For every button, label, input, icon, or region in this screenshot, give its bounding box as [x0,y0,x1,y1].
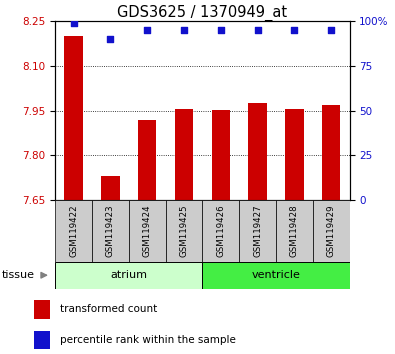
Text: GSM119428: GSM119428 [290,205,299,257]
Bar [138,120,156,200]
Bar [34,300,50,319]
Point [181,27,187,33]
Text: GSM119424: GSM119424 [143,205,152,257]
Bar [322,105,340,200]
Text: GSM119423: GSM119423 [106,205,115,257]
Text: ventricle: ventricle [252,270,301,280]
Text: GSM119426: GSM119426 [216,205,225,257]
Text: GSM119422: GSM119422 [69,205,78,257]
Point [254,27,261,33]
Title: GDS3625 / 1370949_at: GDS3625 / 1370949_at [117,5,288,21]
Bar [313,200,350,262]
Text: tissue: tissue [2,270,35,280]
Bar [34,331,50,349]
Bar [202,200,239,262]
Text: GSM119425: GSM119425 [180,205,188,257]
Bar [276,200,313,262]
Bar [248,103,267,200]
Text: atrium: atrium [110,270,147,280]
Bar [101,176,120,200]
Bar [239,200,276,262]
Bar [55,200,92,262]
Bar [212,110,230,200]
Text: GSM119427: GSM119427 [253,205,262,257]
Bar [55,262,202,289]
Bar [175,109,193,200]
Text: percentile rank within the sample: percentile rank within the sample [60,335,236,345]
Point [107,36,114,42]
Bar [285,109,304,200]
Point [144,27,150,33]
Bar [92,200,129,262]
Text: transformed count: transformed count [60,304,158,314]
Bar [129,200,166,262]
Point [291,27,297,33]
Point [218,27,224,33]
Bar [166,200,202,262]
Bar [64,36,83,200]
Point [71,20,77,26]
Text: GSM119429: GSM119429 [327,205,336,257]
Bar [202,262,350,289]
Point [328,27,334,33]
